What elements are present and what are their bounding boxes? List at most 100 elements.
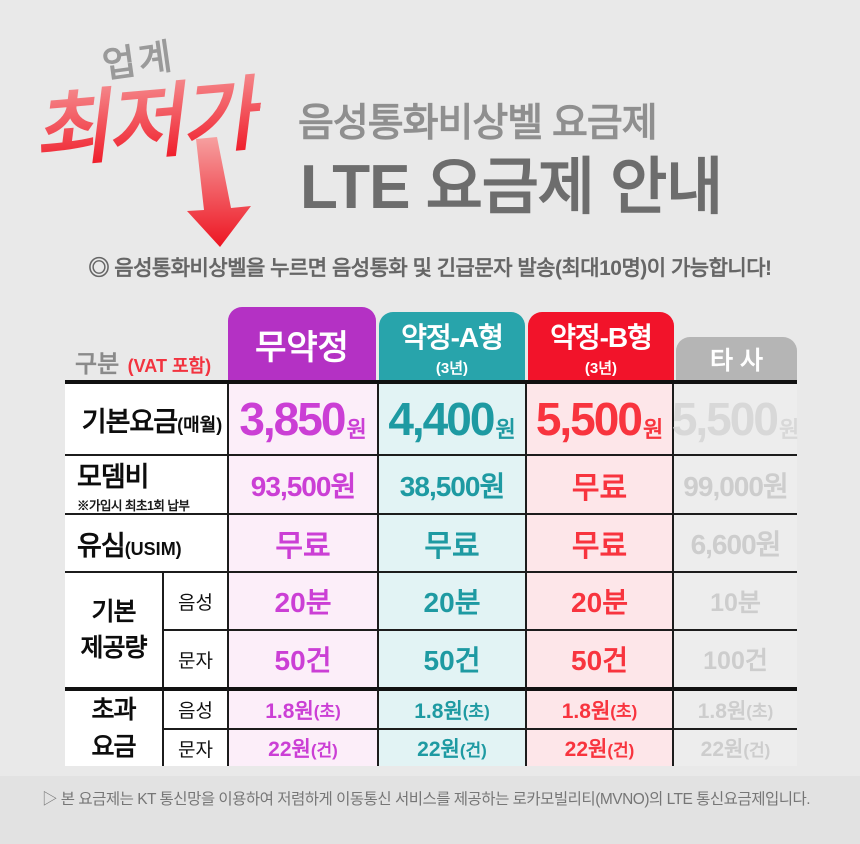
sub-label-text: 문자 [178,650,213,672]
corner-label: 구분 [75,351,120,378]
cell-usim-other-carrier: 6,600원 [672,513,797,571]
cell-excess-sms-contract-a: 22원 (건) [377,728,525,766]
cell-value-unit: (초) [746,702,774,721]
cell-value: 93,500원 [250,470,356,502]
plan-tab-label: 무약정 [255,328,349,367]
cell-modem-fee-no-contract: 93,500원 [227,454,377,513]
cell-value-unit: (초) [610,702,638,721]
cell-excess-voice-other-carrier: 1.8원 (초) [672,687,797,728]
row-label-line2: 제공량 [80,634,147,662]
cell-value: 22원 [268,738,311,761]
cell-modem-fee-contract-b: 무료 [525,454,672,513]
cell-allowance-sms-contract-b: 50건 [525,629,672,687]
cell-value-unit: (건) [310,740,338,760]
cell-value: 1.8원 [561,699,611,723]
cell-base-fee-other-carrier: 5,500 원 [672,384,799,454]
sub-label-sms: 문자 [162,629,227,687]
cell-value: 6,600원 [690,529,782,560]
plan-tab-term: (3년) [435,359,469,377]
sub-label-voice: 음성 [162,571,227,629]
row-label-usim: 유심 (USIM) [65,513,227,571]
row-label-sub: (매월) [177,414,223,435]
cell-allowance-voice-no-contract: 20분 [227,571,377,629]
cell-value: 50건 [274,645,332,676]
cell-value: 1.8원 [697,699,747,723]
sub-label-text: 음성 [178,701,213,722]
cell-value: 20분 [274,587,332,618]
fee-unit: 원 [495,417,516,442]
row-label-basic-allowance: 기본 제공량 [65,571,162,687]
cell-excess-voice-no-contract: 1.8원 (초) [227,687,377,728]
cell-value-unit: (건) [607,740,635,760]
plan-tab-contract-b: 약정-B형 (3년) [528,312,674,381]
cell-excess-sms-contract-b: 22원 (건) [525,728,672,766]
cell-value: 22원 [417,738,460,761]
row-label-excess-charge: 초과 요금 [65,687,162,766]
row-label-modem-fee: 모뎀비 ※가입시 최초1회 납부 [65,454,227,513]
plan-tab-contract-a: 약정-A형 (3년) [379,312,525,381]
cell-value-unit: (건) [743,740,771,760]
cell-value: 99,000원 [683,470,788,502]
vat-included-label: (VAT 포함) [127,356,212,376]
fee-value: 5,500 [535,393,643,445]
sub-label-text: 음성 [178,592,213,614]
cell-value: 무료 [275,530,331,563]
cell-excess-voice-contract-b: 1.8원 (초) [525,687,672,728]
row-label-text: 기본요금 [81,406,178,437]
plan-tab-label: 타 사 [710,347,763,375]
cell-value: 50건 [423,645,481,676]
cell-usim-contract-a: 무료 [377,513,525,571]
cell-modem-fee-contract-a: 38,500원 [377,454,525,513]
sub-label-sms: 문자 [162,728,227,766]
pricing-table: 기본요금 (매월) 3,850 원 4,400 원 5,500 원 5,500 … [65,380,799,766]
row-label-line1: 기본 [91,597,136,626]
fee-unit: 원 [346,417,367,442]
fee-unit: 원 [642,417,664,442]
cell-excess-sms-other-carrier: 22원 (건) [672,728,797,766]
cell-excess-voice-contract-a: 1.8원 (초) [377,687,525,728]
cell-value: 20분 [571,587,628,618]
cell-value: 1.8원 [265,699,314,723]
cell-allowance-sms-contract-a: 50건 [377,629,525,687]
row-label-sub: (USIM) [124,538,182,559]
cell-allowance-voice-contract-b: 20분 [525,571,672,629]
footer-strip [0,776,860,844]
plan-tab-other-carrier: 타 사 [676,337,797,381]
row-label-line1: 초과 [91,696,136,725]
cell-allowance-sms-no-contract: 50건 [227,629,377,687]
cell-usim-no-contract: 무료 [227,513,377,571]
row-label-text: 모뎀비 [77,462,150,492]
cell-value: 50건 [571,645,628,676]
cell-value: 100건 [703,647,768,675]
fee-value: 3,850 [239,393,346,445]
cell-value: 무료 [424,530,480,563]
cell-value: 20분 [423,587,481,618]
plan-tab-term: (3년) [584,359,618,377]
cell-base-fee-contract-a: 4,400 원 [377,384,525,454]
cell-value: 1.8원 [414,699,463,723]
cell-base-fee-contract-b: 5,500 원 [525,384,672,454]
corner-header: 구분 (VAT 포함) [75,344,211,379]
notice-text: ◎ 음성통화비상벨을 누르면 음성통화 및 긴급문자 발송(최대10명)이 가능… [88,257,772,280]
cell-value: 22원 [564,738,608,761]
cell-allowance-voice-contract-a: 20분 [377,571,525,629]
footer-note: ▷ 본 요금제는 KT 통신망을 이용하여 저렴하게 이동통신 서비스를 제공하… [42,791,811,808]
cell-allowance-voice-other-carrier: 10분 [672,571,797,629]
fee-value: 4,400 [388,393,495,445]
cell-value: 38,500원 [399,470,505,502]
row-label-text: 유심 [77,530,126,561]
cell-allowance-sms-other-carrier: 100건 [672,629,797,687]
cell-value: 22원 [700,738,744,761]
cell-excess-sms-no-contract: 22원 (건) [227,728,377,766]
cell-value: 무료 [571,471,628,505]
cell-value-unit: (초) [313,702,341,721]
plan-tab-label: 약정-B형 [550,321,653,353]
cell-base-fee-no-contract: 3,850 원 [227,384,377,454]
cell-usim-contract-b: 무료 [525,513,672,571]
down-arrow-icon [175,124,260,254]
cell-modem-fee-other-carrier: 99,000원 [672,454,797,513]
sub-label-voice: 음성 [162,687,227,728]
cell-value-unit: (초) [462,702,490,721]
sub-label-text: 문자 [178,739,213,761]
